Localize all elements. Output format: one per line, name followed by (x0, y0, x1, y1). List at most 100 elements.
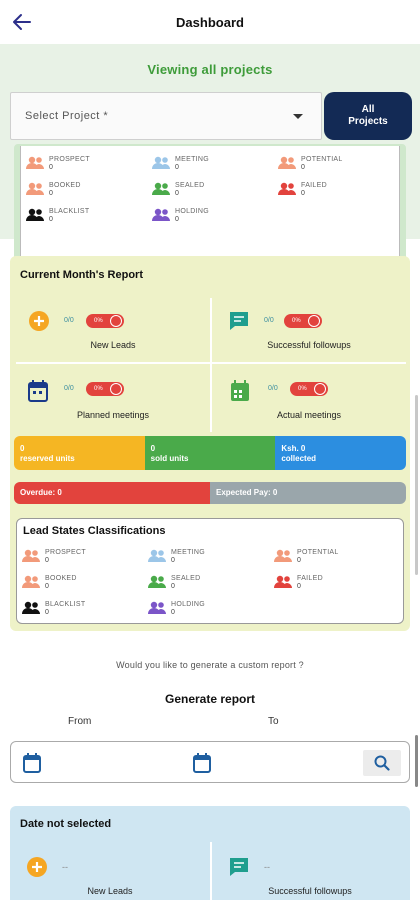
calendar-icon (28, 380, 48, 402)
classification-count: 0 (171, 583, 176, 590)
reserved-units-segment[interactable]: 0 reserved units (14, 436, 145, 470)
classification-name: SEALED (171, 575, 201, 582)
metric-label: Successful followups (267, 340, 351, 350)
classification-booked: BOOKED 0 (21, 575, 147, 593)
all-projects-button[interactable]: All Projects (324, 92, 412, 140)
project-select-dropdown[interactable]: Select Project * (10, 92, 322, 140)
project-filter-section: Viewing all projects Select Project * Al… (0, 44, 420, 276)
metric-label: New Leads (90, 340, 136, 350)
classification-count: 0 (301, 164, 306, 171)
overdue-segment[interactable]: Overdue: 0 (14, 482, 210, 504)
app-bar: Dashboard (0, 0, 420, 44)
metric-planned-meetings[interactable]: 0/0 0% Planned meetings (16, 366, 210, 432)
custom-report-card: Date not selected -- -- New Leads Succes… (10, 806, 410, 900)
people-icon (26, 156, 44, 169)
project-select-row: Select Project * All Projects (10, 92, 412, 140)
plus-circle-icon (27, 857, 47, 877)
classification-prospect: PROSPECT 0 (25, 156, 151, 174)
classification-name: BLACKLIST (49, 208, 90, 215)
classification-count: 0 (301, 190, 306, 197)
people-icon (148, 549, 166, 562)
people-icon (26, 182, 44, 195)
metric-ratio: 0/0 (64, 385, 74, 392)
classification-holding: HOLDING 0 (147, 601, 273, 619)
classification-count: 0 (49, 164, 54, 171)
metric-new-leads[interactable]: 0/0 0% New Leads (16, 296, 210, 362)
classification-count: 0 (297, 557, 302, 564)
metric-actual-meetings[interactable]: 0/0 0% Actual meetings (212, 366, 406, 432)
classification-holding: HOLDING 0 (151, 208, 277, 226)
page-title: Dashboard (176, 14, 244, 30)
classification-count: 0 (175, 190, 180, 197)
metric-percent: 0% (298, 386, 307, 392)
classification-name: FAILED (301, 182, 327, 189)
arrow-left-icon[interactable] (10, 10, 34, 34)
reserved-units-label: reserved units (20, 454, 75, 463)
classification-count: 0 (45, 557, 50, 564)
classification-count: 0 (45, 609, 50, 616)
reserved-units-value: 0 (20, 444, 25, 453)
people-icon (274, 549, 292, 562)
project-select-placeholder: Select Project * (25, 110, 109, 122)
collected-label: collected (281, 454, 317, 463)
classification-name: POTENTIAL (301, 156, 343, 163)
payment-summary-bar: Overdue: 0 Expected Pay: 0 (14, 482, 406, 504)
classification-sealed: SEALED 0 (151, 182, 277, 200)
metric-successful-followups[interactable]: 0/0 0% Successful followups (212, 296, 406, 362)
percent-pill: 0% (290, 382, 328, 396)
people-icon (22, 549, 40, 562)
classification-booked: BOOKED 0 (25, 182, 151, 200)
search-button[interactable] (363, 750, 401, 776)
collected-segment[interactable]: Ksh. 0 collected (275, 436, 407, 470)
classification-count: 0 (175, 164, 180, 171)
classification-failed: FAILED 0 (273, 575, 399, 593)
people-icon (26, 208, 44, 221)
classification-count: 0 (49, 190, 54, 197)
arrow-up-icon (110, 315, 122, 327)
metric-ratio: 0/0 (264, 317, 274, 324)
classification-count: 0 (171, 557, 176, 564)
classification-meeting: MEETING 0 (151, 156, 277, 174)
people-icon (22, 601, 40, 614)
custom-report-question: Would you like to generate a custom repo… (116, 660, 304, 670)
classification-name: PROSPECT (45, 549, 86, 556)
classification-count: 0 (175, 216, 180, 223)
current-month-report-title: Current Month's Report (20, 269, 143, 281)
caret-down-icon (293, 114, 303, 119)
sold-units-label: sold units (150, 454, 189, 463)
metric-ratio: 0/0 (268, 385, 278, 392)
metric-label: Planned meetings (76, 410, 150, 420)
custom-report-title: Date not selected (20, 818, 112, 830)
classification-name: MEETING (171, 549, 205, 556)
classification-name: HOLDING (175, 208, 209, 215)
metric-ratio: 0/0 (64, 317, 74, 324)
classification-grid: PROSPECT 0 MEETING 0 POTENTIAL 0 BOOKED 0 SEALED… (25, 156, 395, 226)
scrollbar-thumb[interactable] (415, 735, 418, 787)
metrics-grid: 0/0 0% New Leads 0/0 0% Successful follo… (16, 296, 406, 431)
sold-units-value: 0 (150, 444, 156, 453)
people-icon (278, 156, 296, 169)
scrollbar-track[interactable] (415, 395, 418, 575)
classification-count: 0 (45, 583, 50, 590)
from-date-calendar-icon[interactable] (23, 753, 41, 773)
arrow-up-icon (314, 383, 326, 395)
calendar-icon (231, 380, 249, 401)
classification-meeting: MEETING 0 (147, 549, 273, 567)
classification-name: HOLDING (171, 601, 205, 608)
classification-blacklist: BLACKLIST 0 (25, 208, 151, 226)
new-leads-placeholder: -- (62, 862, 68, 872)
viewing-projects-label: Viewing all projects (147, 62, 273, 77)
from-label: From (68, 716, 92, 727)
generate-report-title: Generate report (164, 692, 256, 706)
sold-units-segment[interactable]: 0 sold units (144, 436, 276, 470)
classification-name: FAILED (297, 575, 323, 582)
expected-pay-segment[interactable]: Expected Pay: 0 (210, 482, 406, 504)
people-icon (152, 208, 170, 221)
lead-states-title: Lead States Classifications (23, 525, 166, 537)
classification-name: BOOKED (49, 182, 81, 189)
to-date-calendar-icon[interactable] (193, 753, 211, 773)
percent-pill: 0% (86, 382, 124, 396)
people-icon (148, 601, 166, 614)
metric-percent: 0% (94, 386, 103, 392)
